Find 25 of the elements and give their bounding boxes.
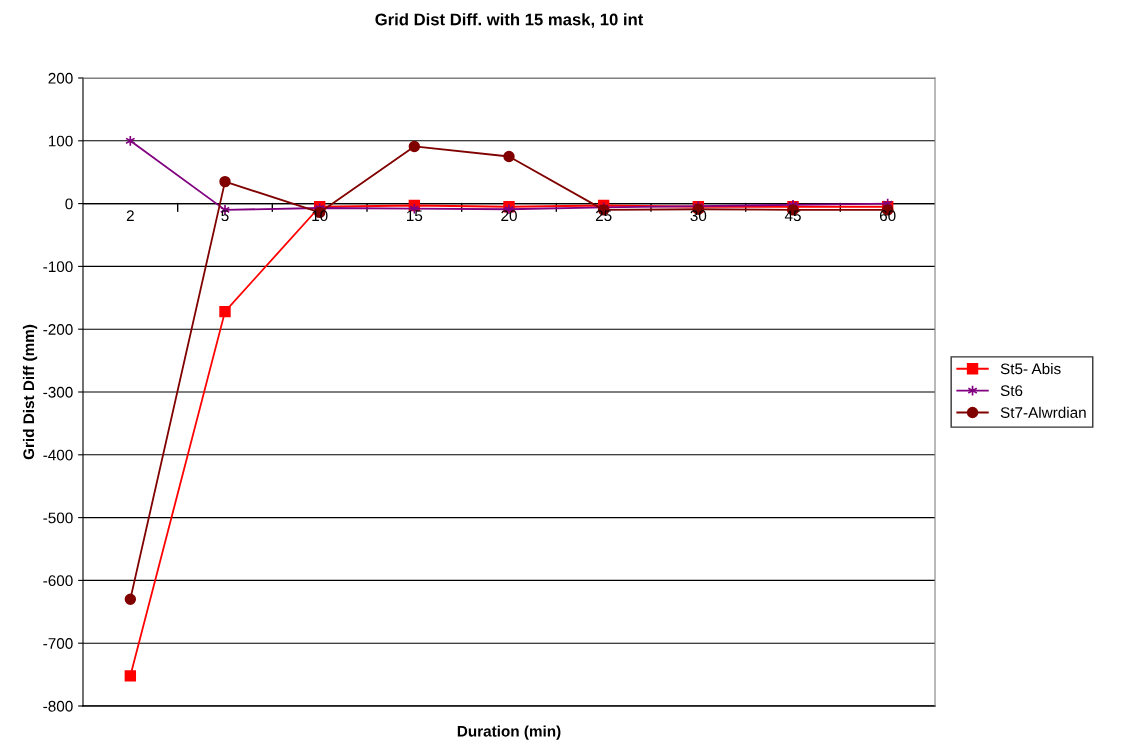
x-tick-label: 5 [221, 210, 229, 222]
y-tick-label: -700 [43, 638, 73, 649]
x-tick-label: 25 [595, 210, 612, 222]
y-tick-label: -300 [43, 386, 73, 398]
y-tick-label: -600 [43, 575, 73, 587]
chart-title: Grid Dist Diff. with 15 mask, 10 int [375, 13, 644, 28]
legend-label: St6 [1000, 385, 1023, 397]
y-tick-label: -800 [43, 700, 73, 712]
y-tick-label: -200 [43, 324, 73, 335]
y-tick-label: -500 [43, 512, 73, 524]
x-tick-label: 60 [879, 210, 896, 222]
y-tick-label: 200 [48, 72, 73, 84]
y-tick-label: 100 [48, 135, 73, 147]
x-tick-label: 20 [501, 210, 517, 222]
legend-label: St5- Abis [1000, 363, 1061, 375]
x-tick-label: 15 [407, 210, 423, 222]
x-tick-label: 2 [126, 210, 134, 221]
x-tick-label: 30 [690, 210, 707, 222]
y-tick-label: -400 [43, 449, 73, 461]
legend-label: St7-Alwrdian [1000, 406, 1086, 418]
x-tick-label: 45 [784, 210, 801, 222]
y-tick-label: -100 [43, 261, 73, 273]
x-axis-title: Duration (min) [457, 725, 561, 740]
y-axis-title: Grid Dist Diff (mm) [22, 324, 38, 460]
y-tick-label: 0 [65, 198, 73, 210]
